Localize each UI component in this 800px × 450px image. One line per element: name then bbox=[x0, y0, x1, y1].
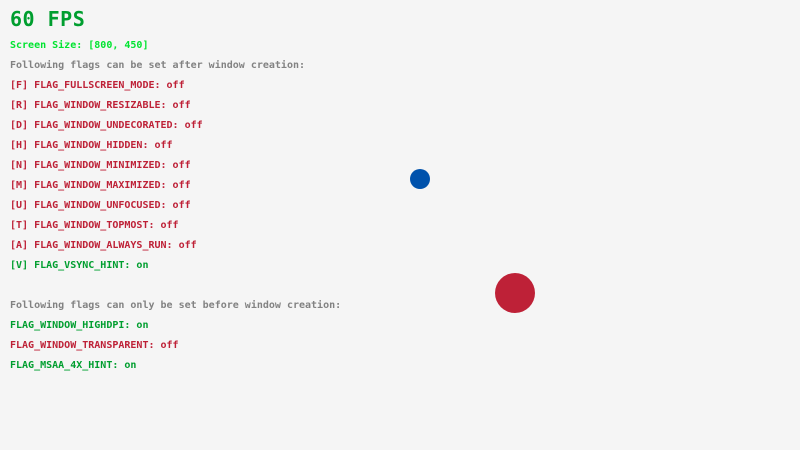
flag-line-window-highdpi: FLAG_WINDOW_HIGHDPI: on bbox=[10, 320, 149, 331]
section-header-after-creation: Following flags can be set after window … bbox=[10, 60, 306, 71]
red-ball bbox=[495, 273, 535, 313]
flag-line-window-unfocused: [U] FLAG_WINDOW_UNFOCUSED: off bbox=[10, 200, 191, 211]
flag-line-window-hidden: [H] FLAG_WINDOW_HIDDEN: off bbox=[10, 140, 173, 151]
flag-line-fullscreen-mode: [F] FLAG_FULLSCREEN_MODE: off bbox=[10, 80, 185, 91]
fps-counter: 60 FPS bbox=[10, 7, 86, 31]
screen-size-label: Screen Size: [800, 450] bbox=[10, 40, 149, 51]
flag-line-window-minimized: [N] FLAG_WINDOW_MINIMIZED: off bbox=[10, 160, 191, 171]
flag-line-window-topmost: [T] FLAG_WINDOW_TOPMOST: off bbox=[10, 220, 179, 231]
flag-line-window-transparent: FLAG_WINDOW_TRANSPARENT: off bbox=[10, 340, 179, 351]
flag-line-msaa-4x-hint: FLAG_MSAA_4X_HINT: on bbox=[10, 360, 137, 371]
flag-line-window-maximized: [M] FLAG_WINDOW_MAXIMIZED: off bbox=[10, 180, 191, 191]
flag-line-window-always-run: [A] FLAG_WINDOW_ALWAYS_RUN: off bbox=[10, 240, 197, 251]
flag-line-window-undecorated: [D] FLAG_WINDOW_UNDECORATED: off bbox=[10, 120, 203, 131]
blue-ball bbox=[410, 169, 430, 189]
window-flags-panel: Following flags can be set after window … bbox=[10, 60, 341, 380]
section-header-before-creation: Following flags can only be set before w… bbox=[10, 300, 342, 311]
flag-line-window-resizable: [R] FLAG_WINDOW_RESIZABLE: off bbox=[10, 100, 191, 111]
flag-line-vsync-hint: [V] FLAG_VSYNC_HINT: on bbox=[10, 260, 149, 271]
section-gap bbox=[10, 280, 341, 300]
